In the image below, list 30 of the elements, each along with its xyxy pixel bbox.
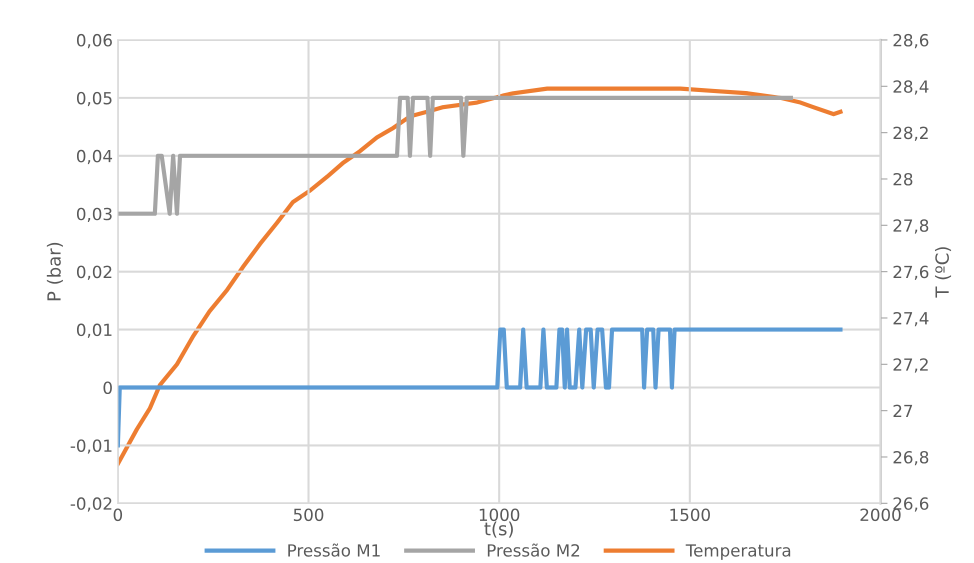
y2-tick-label: 27,2 — [894, 358, 928, 373]
y-tick-label: 0,01 — [76, 324, 112, 338]
legend-label: Pressão M2 — [488, 544, 580, 557]
y2-axis-title: T (ºC) — [934, 247, 952, 298]
y2-tick-label: 28,6 — [894, 34, 928, 48]
y-tick-label: 0,06 — [76, 34, 112, 48]
legend-label: Temperatura — [686, 544, 790, 560]
x-tick-label: 1000 — [480, 508, 520, 522]
y-tick-label: 0,04 — [76, 150, 112, 164]
y2-tick-label: 27 — [894, 404, 912, 417]
y2-tick-label: 27,4 — [894, 312, 928, 326]
x-tick-label: 1500 — [670, 508, 710, 522]
y2-tick-label: 28 — [894, 172, 912, 186]
y2-tick-label: 27,6 — [894, 266, 928, 280]
y-tick-label: 0 — [103, 381, 112, 394]
y2-tick-label: 28,2 — [894, 126, 928, 141]
y-tick-label: 0,03 — [76, 208, 112, 222]
y-tick-label: -0,01 — [70, 439, 112, 454]
y-tick-label: 0,05 — [76, 92, 112, 106]
y2-tick-label: 28,4 — [894, 80, 928, 95]
x-tick-label: 0 — [114, 508, 122, 522]
y-axis-title: P (bar) — [46, 242, 63, 300]
legend-label: Pressão M1 — [288, 544, 380, 557]
y-tick-label: -0,02 — [70, 497, 112, 512]
y-tick-label: 0,02 — [76, 266, 112, 280]
line-series — [118, 86, 843, 466]
x-axis-title: t(s) — [484, 522, 513, 538]
y2-tick-label: 27,8 — [894, 219, 928, 234]
y2-tick-label: 26,8 — [894, 450, 928, 466]
x-tick-label: 500 — [294, 508, 324, 522]
